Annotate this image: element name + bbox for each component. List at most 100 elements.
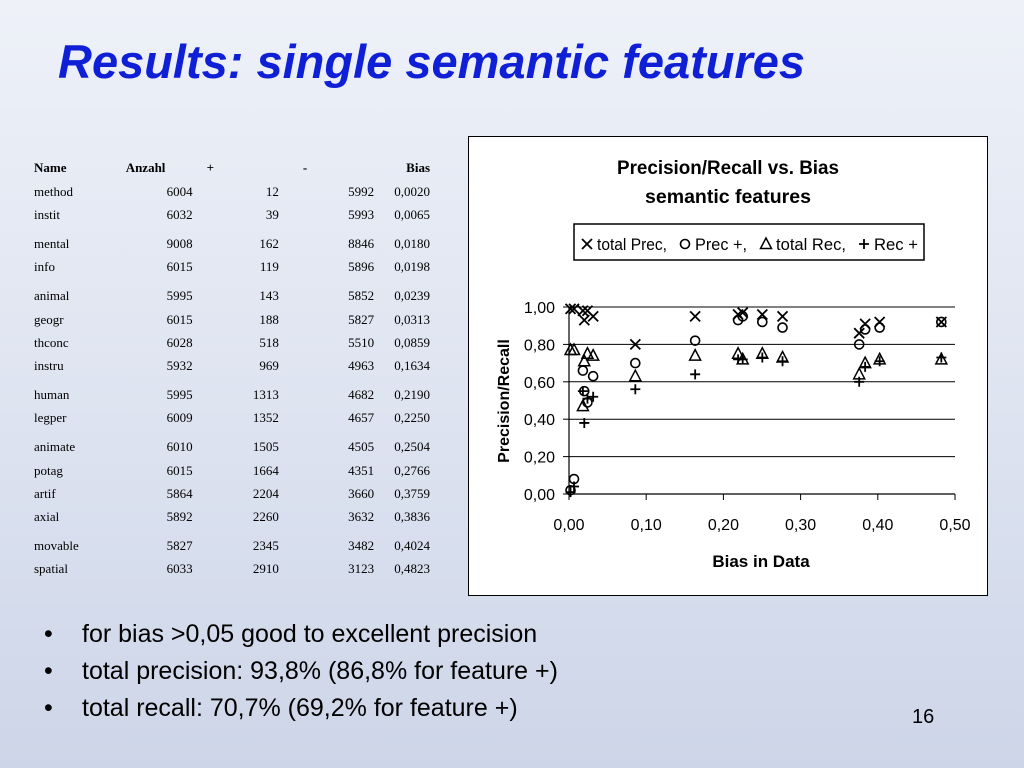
cell-anzahl: 5995 — [166, 288, 193, 304]
total-prec-point — [577, 305, 589, 317]
cell-minus: 3632 — [348, 509, 375, 525]
rec-plus-point — [777, 356, 788, 367]
cell-bias: 0,0020 — [394, 183, 430, 199]
header-name: Name — [34, 160, 67, 175]
x-tick-label: 0,00 — [553, 517, 584, 534]
table-body: method 6004 12 5992 0,0020 instit 6032 39 5993 0,… — [30, 180, 434, 581]
prec-plus-point — [936, 316, 947, 328]
total-rec-point — [586, 348, 600, 361]
chart-title: Precision/Recall vs. Bias — [617, 158, 839, 179]
total-rec-point — [580, 346, 595, 359]
cell-minus: 8846 — [348, 235, 375, 251]
cell-plus: 1505 — [252, 439, 279, 455]
cell-anzahl: 6028 — [166, 334, 193, 350]
legend-marker — [581, 238, 593, 250]
table-row: potag 6015 1664 4351 0,2766 — [30, 459, 434, 482]
y-tick-label: 0,40 — [524, 412, 555, 429]
table-row: human 5995 1313 4682 0,2190 — [30, 378, 434, 407]
cell-minus: 5827 — [348, 311, 375, 327]
precision-recall-chart: Precision/Recall vs. Bias semantic featur… — [496, 158, 971, 571]
cell-plus: 1313 — [252, 387, 279, 403]
rec-plus-point — [569, 481, 580, 492]
header-bias: Bias — [406, 160, 430, 175]
cell-minus: 5992 — [348, 183, 375, 199]
cell-anzahl: 6032 — [166, 206, 193, 222]
bullet-text: total recall: 70,7% (69,2% for feature +… — [82, 694, 518, 722]
total-prec-point — [776, 310, 789, 322]
total-prec-point — [578, 314, 590, 326]
total-rec-point — [628, 368, 643, 382]
cell-plus: 119 — [259, 259, 279, 275]
cell-minus: 5510 — [348, 334, 375, 350]
table-row: instit 6032 39 5993 0,0065 — [30, 203, 434, 226]
table-header-row: Name Anzahl + - Bias — [30, 156, 434, 180]
legend-label: total Prec, — [597, 235, 667, 254]
total-prec-point — [587, 310, 599, 322]
table-row: artif 5864 2204 3660 0,3759 — [30, 482, 434, 505]
cell-bias: 0,0313 — [394, 311, 430, 327]
cell-plus: 2260 — [252, 509, 279, 525]
prec-plus-point — [577, 365, 589, 376]
cell-plus: 2910 — [252, 561, 279, 577]
y-tick-label: 0,80 — [524, 337, 555, 354]
prec-plus-point — [689, 335, 701, 346]
rec-plus-point — [690, 369, 701, 380]
cell-name: instru — [34, 357, 64, 373]
cell-name: instit — [34, 206, 61, 222]
bullet-dot: • — [44, 694, 53, 722]
cell-anzahl: 6033 — [166, 561, 193, 577]
total-prec-point — [564, 303, 577, 315]
cell-minus: 3123 — [348, 561, 375, 577]
cell-bias: 0,2190 — [394, 387, 430, 403]
rec-plus-point — [860, 361, 871, 372]
rec-plus-point — [757, 352, 768, 363]
cell-minus: 5993 — [348, 206, 375, 222]
bullet-dot: • — [44, 657, 53, 685]
cell-minus: 4682 — [348, 387, 375, 403]
table-row: spatial 6033 2910 3123 0,4823 — [30, 558, 434, 581]
rec-plus-point — [874, 356, 885, 367]
cell-bias: 0,4024 — [394, 538, 430, 554]
x-tick-label: 0,20 — [708, 517, 739, 534]
total-rec-point — [934, 351, 949, 365]
cell-name: method — [34, 183, 73, 199]
cell-bias: 0,0239 — [394, 288, 430, 304]
cell-plus: 2345 — [252, 538, 279, 554]
cell-minus: 3660 — [348, 485, 375, 501]
x-tick-label: 0,10 — [631, 517, 662, 534]
cell-plus: 12 — [265, 183, 279, 199]
table-row: thconc 6028 518 5510 0,0859 — [30, 331, 434, 354]
chart-frame: Precision/Recall vs. Bias semantic featur… — [468, 136, 988, 596]
bias-table: Name Anzahl + - Bias method 6004 12 5992 0,0… — [30, 156, 434, 581]
cell-anzahl: 5892 — [166, 509, 193, 525]
prec-plus-point — [737, 311, 749, 322]
cell-minus: 4963 — [348, 357, 375, 373]
rec-plus-point — [588, 391, 599, 402]
table-row: animal 5995 143 5852 0,0239 — [30, 279, 434, 308]
cell-anzahl: 5995 — [166, 387, 193, 403]
prec-plus-point — [757, 316, 768, 328]
cell-anzahl: 6015 — [166, 311, 193, 327]
table-row: legper 6009 1352 4657 0,2250 — [30, 407, 434, 430]
cell-bias: 0,0065 — [394, 206, 430, 222]
rec-plus-point — [577, 386, 588, 397]
total-prec-point — [629, 338, 641, 351]
cell-name: mental — [34, 235, 70, 251]
cell-plus: 969 — [259, 357, 279, 373]
legend-marker — [759, 236, 773, 250]
prec-plus-point — [777, 322, 788, 333]
cell-name: geogr — [34, 311, 64, 327]
cell-name: axial — [34, 509, 60, 525]
table-row: mental 9008 162 8846 0,0180 — [30, 226, 434, 255]
cell-minus: 5852 — [348, 288, 375, 304]
total-rec-point — [576, 398, 590, 412]
rec-plus-point — [737, 354, 748, 365]
cell-anzahl: 6010 — [166, 439, 193, 455]
cell-name: animate — [34, 439, 76, 455]
bullet-text: for bias >0,05 good to excellent precisi… — [82, 620, 538, 648]
cell-bias: 0,2504 — [394, 439, 430, 455]
bullet-dot: • — [44, 620, 53, 648]
total-rec-point — [688, 348, 702, 361]
cell-minus: 5896 — [348, 259, 375, 275]
y-tick-label: 1,00 — [524, 300, 555, 317]
